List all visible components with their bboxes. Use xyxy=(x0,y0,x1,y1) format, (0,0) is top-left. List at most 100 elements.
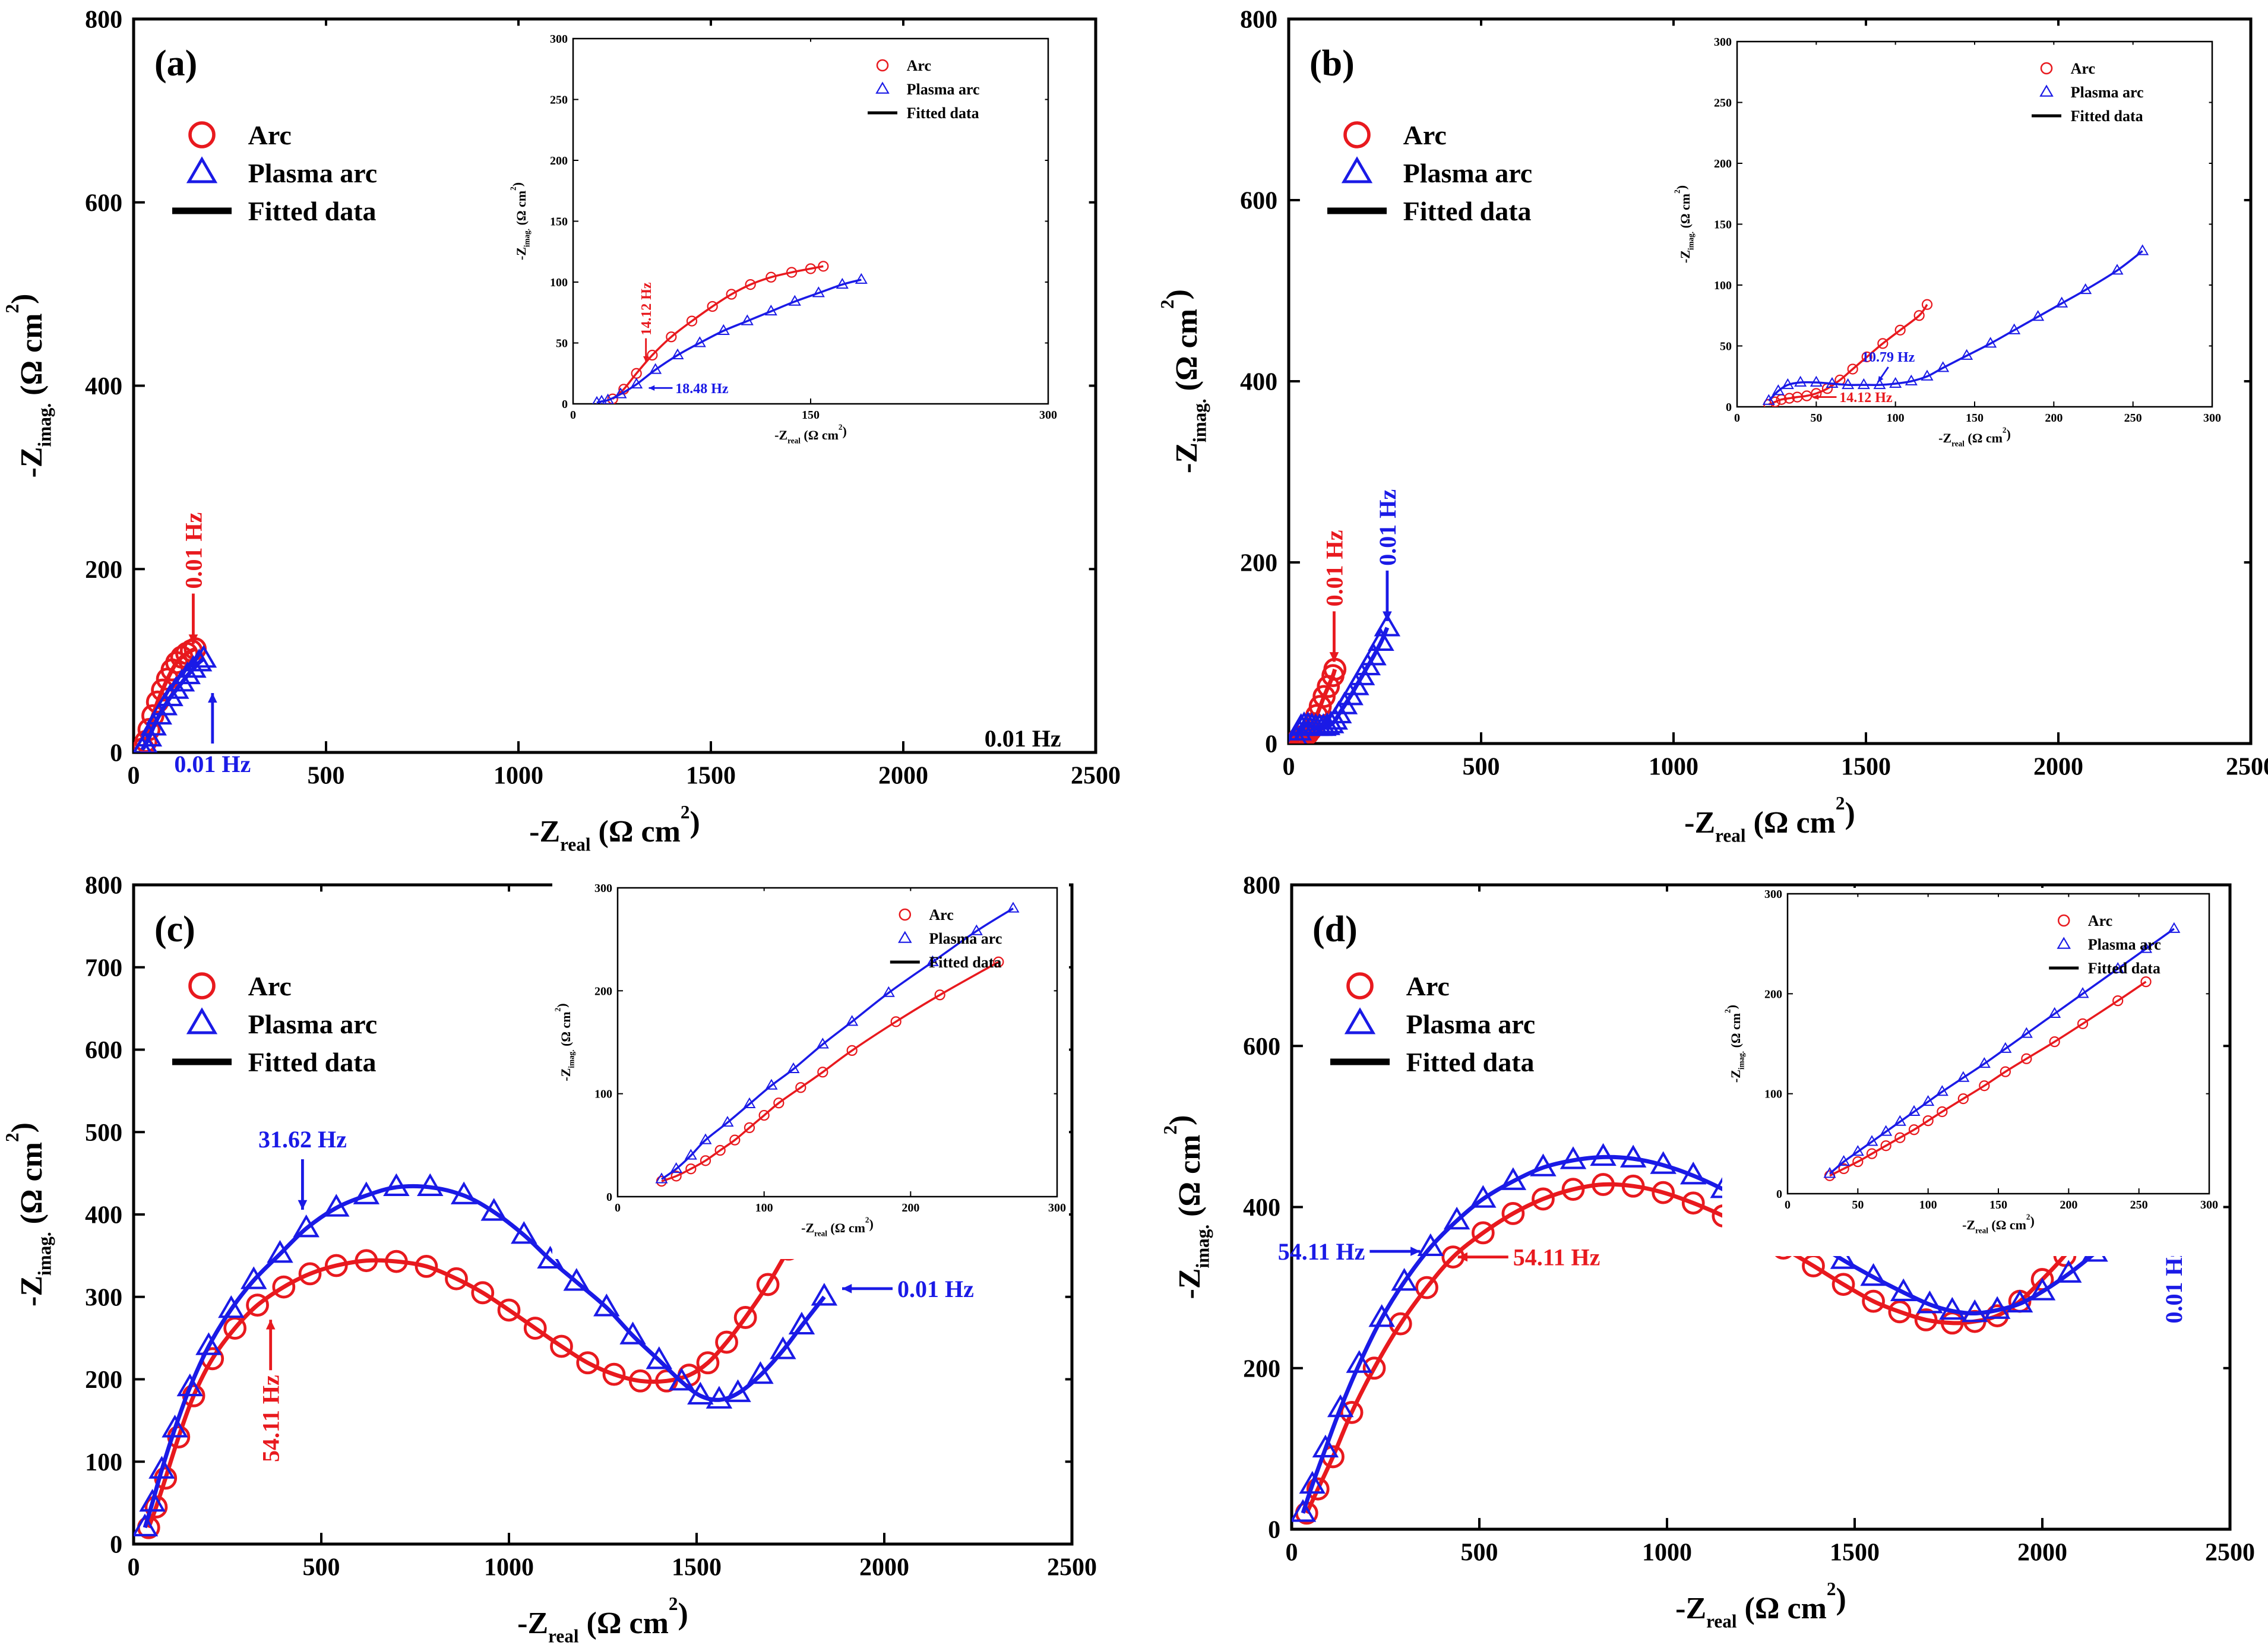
panel-a-inset-xtick-label: 0 xyxy=(570,409,576,422)
panel-d-point-plasma xyxy=(1619,1144,1647,1168)
panel-d-inset-point-plasma xyxy=(2168,922,2181,933)
panel-b-xtick-label: 500 xyxy=(1463,754,1500,781)
panel-c-point-arc xyxy=(324,1254,348,1277)
panel-a-inset-xlabel-part: 2 xyxy=(839,423,843,432)
panel-c-inset-point-plasma xyxy=(684,1149,697,1160)
panel-b-annotation-1-arrow-head xyxy=(1383,611,1392,621)
panel-b-inset-ytick-label: 150 xyxy=(1714,219,1732,232)
panel-d-point-plasma xyxy=(1560,1146,1587,1169)
panel-d-point-plasma xyxy=(1830,1246,1857,1269)
panel-a-inset-point-plasma xyxy=(836,277,849,289)
panel-c-ytick-label: 0 xyxy=(110,1532,122,1559)
panel-c-inset-xlabel-part: 2 xyxy=(865,1216,869,1225)
panel-a-inset-annotation-0-label: 14.12 Hz xyxy=(639,282,654,336)
panel-d-xtick-label: 500 xyxy=(1461,1539,1498,1567)
panel-b-inset-point-plasma xyxy=(1794,375,1807,387)
panel-b-inset-annotation-0-arrow-head xyxy=(1878,375,1884,382)
panel-b-inset-point-plasma xyxy=(1960,349,1973,360)
panel-c-inset-fit-line-arc xyxy=(661,961,999,1182)
panel-a-legend-arc-label: Arc xyxy=(248,120,292,150)
panel-a-xlabel-part: -Z xyxy=(529,815,560,849)
panel-c-point-plasma xyxy=(646,1346,673,1369)
panel-c-inset-ylabel-part: (Ω cm xyxy=(558,1011,573,1049)
panel-a-inset-point-plasma xyxy=(741,314,754,325)
panel-c-panel-label: (c) xyxy=(154,909,195,950)
panel-d-point-plasma xyxy=(1292,1499,1317,1522)
panel-a-inset-point-arc xyxy=(786,267,798,278)
panel-c-ylabel: -Zimag. (Ω cm2) xyxy=(2,1122,55,1307)
panel-d-point-plasma xyxy=(1500,1167,1527,1190)
panel-c-point-plasma xyxy=(323,1194,350,1217)
panel-d-inset-point-arc xyxy=(2140,976,2152,988)
panel-a-inset-point-arc xyxy=(707,301,718,312)
panel-d-point-arc xyxy=(1340,1400,1364,1424)
panel-b-annotation-1-arrow xyxy=(1383,570,1392,621)
panel-a: 0 500 1000 1500 2000 25000200400600800-Zreal … xyxy=(2,7,1121,855)
panel-d-inset-xtick-label: 0 xyxy=(1785,1198,1791,1212)
panel-d-annotation-3-label: 0.01 Hz xyxy=(2161,1247,2187,1324)
panel-b-ylabel-part: -Z xyxy=(1170,442,1204,473)
panel-c-inset-legend-plasma-marker xyxy=(898,931,912,943)
panel-b-legend-fit-label: Fitted data xyxy=(1403,196,1532,226)
panel-d-inset-ylabel-part: (Ω cm xyxy=(1728,1013,1743,1051)
panel-c-inset-xlabel-part: (Ω cm xyxy=(827,1220,865,1235)
panel-b-inset-point-arc xyxy=(1921,299,1933,310)
panel-c-legend-arc-marker xyxy=(188,972,216,999)
panel-d-xlabel-part: ) xyxy=(1836,1582,1846,1616)
panel-c-xtick-label: 1000 xyxy=(484,1554,534,1581)
panel-c-annotation-3-label: 0.01 Hz xyxy=(897,1276,974,1302)
panel-d-xlabel-part: real xyxy=(1706,1611,1737,1632)
panel-b-inset-xlabel-part: 2 xyxy=(2003,426,2007,435)
panel-b-ytick-label: 0 xyxy=(1265,731,1277,758)
panel-a-inset-point-arc xyxy=(686,315,698,327)
panel-d-inset-legend-plasma-marker xyxy=(2057,937,2071,949)
panel-b-inset-xlabel-part: -Z xyxy=(1938,431,1951,445)
panel-c-point-plasma xyxy=(218,1295,245,1318)
panel-d-point-plasma xyxy=(1391,1268,1418,1291)
panel-d-annotation-0-arrow-head xyxy=(1410,1247,1421,1256)
panel-a-inset-xtick-label: 150 xyxy=(802,409,820,422)
panel-b-inset-ytick-label: 0 xyxy=(1726,401,1732,414)
panel-d-xlabel-part: -Z xyxy=(1675,1592,1706,1625)
panel-d-inset-series-plasma xyxy=(1823,922,2181,1178)
panel-a-inset-legend-fit-label: Fitted data xyxy=(907,105,979,122)
panel-c-point-plasma xyxy=(725,1379,751,1402)
panel-d-point-arc xyxy=(1561,1178,1585,1201)
panel-c-point-arc xyxy=(497,1298,521,1322)
panel-c-inset-point-plasma xyxy=(721,1116,734,1127)
panel-c-point-arc xyxy=(298,1262,322,1286)
panel-b-ylabel-part: 2 xyxy=(1157,299,1178,309)
panel-d-point-plasma xyxy=(1470,1185,1497,1208)
panel-a-annotation-0-arrow xyxy=(188,593,198,644)
panel-d-panel-label: (d) xyxy=(1312,909,1358,950)
panel-d-point-plasma xyxy=(1679,1161,1707,1185)
panel-a-xtick-label: 2000 xyxy=(878,763,928,790)
panel-c-inset-ytick-label: 200 xyxy=(594,985,612,998)
panel-b-inset-ylabel-part: -Z xyxy=(1678,250,1693,263)
panel-a-inset-legend-arc-label: Arc xyxy=(907,57,931,74)
panel-c-ylabel-part: ) xyxy=(5,1122,39,1133)
panel-b-inset-ylabel-part: 2 xyxy=(1673,189,1682,194)
panel-c-xlabel: -Zreal (Ω cm2) xyxy=(517,1593,688,1647)
panel-d-ytick-label: 800 xyxy=(1243,872,1280,900)
panel-d-inset-xlabel-part: ) xyxy=(2030,1213,2035,1228)
panel-d-inset-point-plasma xyxy=(2076,987,2089,998)
panel-b-inset-point-arc xyxy=(1894,324,1906,336)
panel-d-point-arc xyxy=(1501,1201,1525,1225)
panel-b-inset-xtick-label: 300 xyxy=(2203,412,2221,425)
panel-a-xlabel-part: 2 xyxy=(681,802,690,823)
panel-c-annotation-3-arrow xyxy=(842,1284,893,1293)
panel-d-inset-point-plasma xyxy=(2139,942,2153,953)
panel-b-ytick-label: 200 xyxy=(1240,550,1277,577)
panel-d-legend-plasma-marker xyxy=(1344,1007,1376,1035)
panel-c-ylabel-part: imag. xyxy=(34,1232,55,1276)
panel-c-point-plasma xyxy=(687,1381,714,1405)
panel-a-inset-point-plasma xyxy=(602,393,614,404)
panel-b-inset-point-plasma xyxy=(1857,378,1870,390)
panel-d-inset-point-arc xyxy=(1852,1156,1864,1168)
panel-c-inset-point-plasma xyxy=(699,1133,712,1144)
panel-b-annotation-0-label: 0.01 Hz xyxy=(1321,530,1347,607)
panel-d-point-plasma xyxy=(2006,1289,2033,1312)
panel-d-ylabel-part: imag. xyxy=(1192,1225,1213,1269)
panel-d-point-arc xyxy=(1362,1356,1386,1380)
